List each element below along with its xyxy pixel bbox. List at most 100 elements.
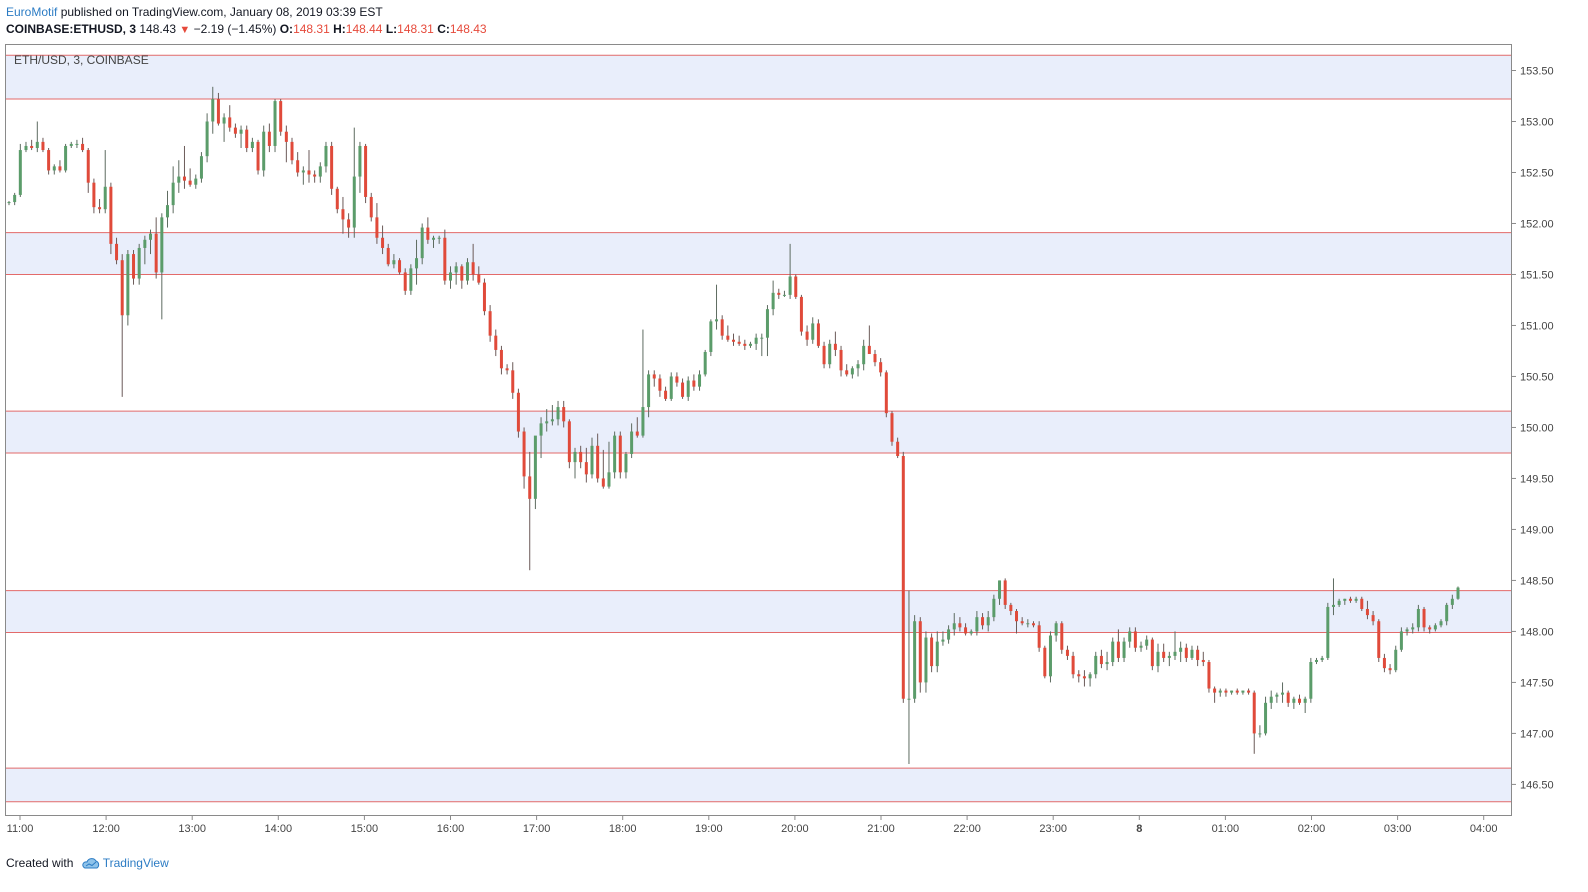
- candle-body: [250, 141, 254, 149]
- candle-body: [375, 217, 379, 238]
- low-label: L:: [385, 22, 398, 36]
- candle-body: [233, 127, 237, 134]
- price-tick-label: 152.50: [1520, 167, 1554, 179]
- candle: [273, 99, 277, 153]
- candle-body: [216, 99, 220, 124]
- candle: [981, 613, 985, 630]
- candle-body: [194, 178, 198, 185]
- candle-body: [256, 141, 260, 171]
- candle-body: [301, 170, 305, 173]
- candle-body: [1167, 655, 1171, 658]
- candle: [930, 633, 934, 673]
- candle-body: [324, 145, 328, 167]
- candle-body: [975, 617, 979, 632]
- candle: [692, 374, 696, 391]
- candle: [964, 623, 968, 636]
- candle-body: [601, 478, 605, 487]
- price-tick-label: 146.50: [1520, 779, 1554, 791]
- candle-body: [409, 268, 413, 291]
- time-tick-label: 18:00: [609, 823, 637, 835]
- candle-body: [1031, 623, 1035, 626]
- candle: [522, 427, 526, 489]
- candlestick-chart[interactable]: ETH/USD, 3, COINBASE 146.50147.00147.501…: [0, 40, 1588, 852]
- candle-body: [726, 335, 730, 340]
- candle: [415, 239, 419, 285]
- candle: [454, 262, 458, 285]
- candle: [381, 225, 385, 255]
- footer: Created with TradingView: [6, 855, 169, 871]
- candle-body: [765, 309, 769, 338]
- candle-body: [1360, 598, 1364, 609]
- candle: [364, 143, 368, 204]
- price-tick-label: 153.50: [1520, 65, 1554, 77]
- candle-body: [171, 182, 175, 206]
- candle-body: [245, 129, 249, 149]
- candle: [828, 339, 832, 369]
- candle: [748, 341, 752, 348]
- time-tick-label: 04:00: [1470, 823, 1498, 835]
- candle: [47, 148, 51, 175]
- candle: [816, 319, 820, 348]
- candle-body: [567, 421, 571, 463]
- candle: [1382, 653, 1386, 673]
- candle: [1360, 596, 1364, 612]
- candle-body: [1003, 580, 1007, 605]
- candle-body: [998, 580, 1002, 599]
- candle: [579, 445, 583, 469]
- candle: [171, 166, 175, 214]
- tradingview-cloud-icon: [82, 858, 99, 869]
- candle-body: [1247, 690, 1251, 693]
- publisher-brand-link[interactable]: EuroMotif: [6, 5, 58, 19]
- candle-body: [437, 237, 441, 239]
- candle: [601, 449, 605, 489]
- candle-body: [494, 335, 498, 350]
- candle-body: [782, 294, 786, 296]
- price-tick-label: 153.00: [1520, 116, 1554, 128]
- close-value: 148.43: [449, 22, 487, 36]
- candle-body: [1416, 608, 1420, 628]
- candle: [1122, 637, 1126, 663]
- candle-body: [1065, 649, 1069, 656]
- candle: [777, 288, 781, 299]
- candle-body: [165, 205, 169, 218]
- candle-body: [562, 407, 566, 422]
- candle-body: [1179, 647, 1183, 652]
- candle-body: [879, 362, 883, 373]
- candle-body: [1337, 600, 1341, 605]
- candle-body: [884, 372, 888, 414]
- candle-body: [137, 247, 141, 279]
- candle-body: [262, 131, 266, 171]
- candle: [160, 213, 164, 320]
- candle-body: [703, 351, 707, 375]
- candle-body: [1241, 690, 1245, 693]
- candle: [686, 376, 690, 401]
- candle-body: [149, 233, 153, 240]
- candle-body: [1281, 692, 1285, 695]
- candle-body: [47, 150, 51, 171]
- plot-frame: [5, 44, 1512, 816]
- candle: [1031, 621, 1035, 628]
- candle-body: [488, 311, 492, 336]
- open-label: O:: [279, 22, 294, 36]
- candle: [850, 366, 854, 379]
- close-label: C:: [437, 22, 450, 36]
- candle-body: [1116, 641, 1120, 658]
- candle-body: [720, 319, 724, 336]
- candle: [1411, 623, 1415, 634]
- candle: [177, 160, 181, 193]
- candle-body: [120, 260, 124, 316]
- candle: [765, 305, 769, 357]
- candle: [143, 235, 147, 265]
- candle-body: [352, 176, 356, 228]
- candle-body: [613, 435, 617, 473]
- candle-body: [143, 239, 147, 248]
- tradingview-link[interactable]: TradingView: [102, 856, 169, 870]
- candle-body: [748, 343, 752, 346]
- candle-body: [1128, 631, 1132, 642]
- candle: [1179, 641, 1183, 663]
- price-tick-label: 150.00: [1520, 422, 1554, 434]
- candle-body: [992, 598, 996, 618]
- candle-body: [307, 170, 311, 175]
- candle: [426, 217, 430, 244]
- candle: [709, 319, 713, 357]
